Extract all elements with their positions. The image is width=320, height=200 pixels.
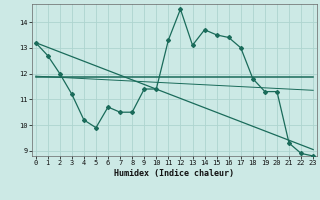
X-axis label: Humidex (Indice chaleur): Humidex (Indice chaleur) — [115, 169, 234, 178]
